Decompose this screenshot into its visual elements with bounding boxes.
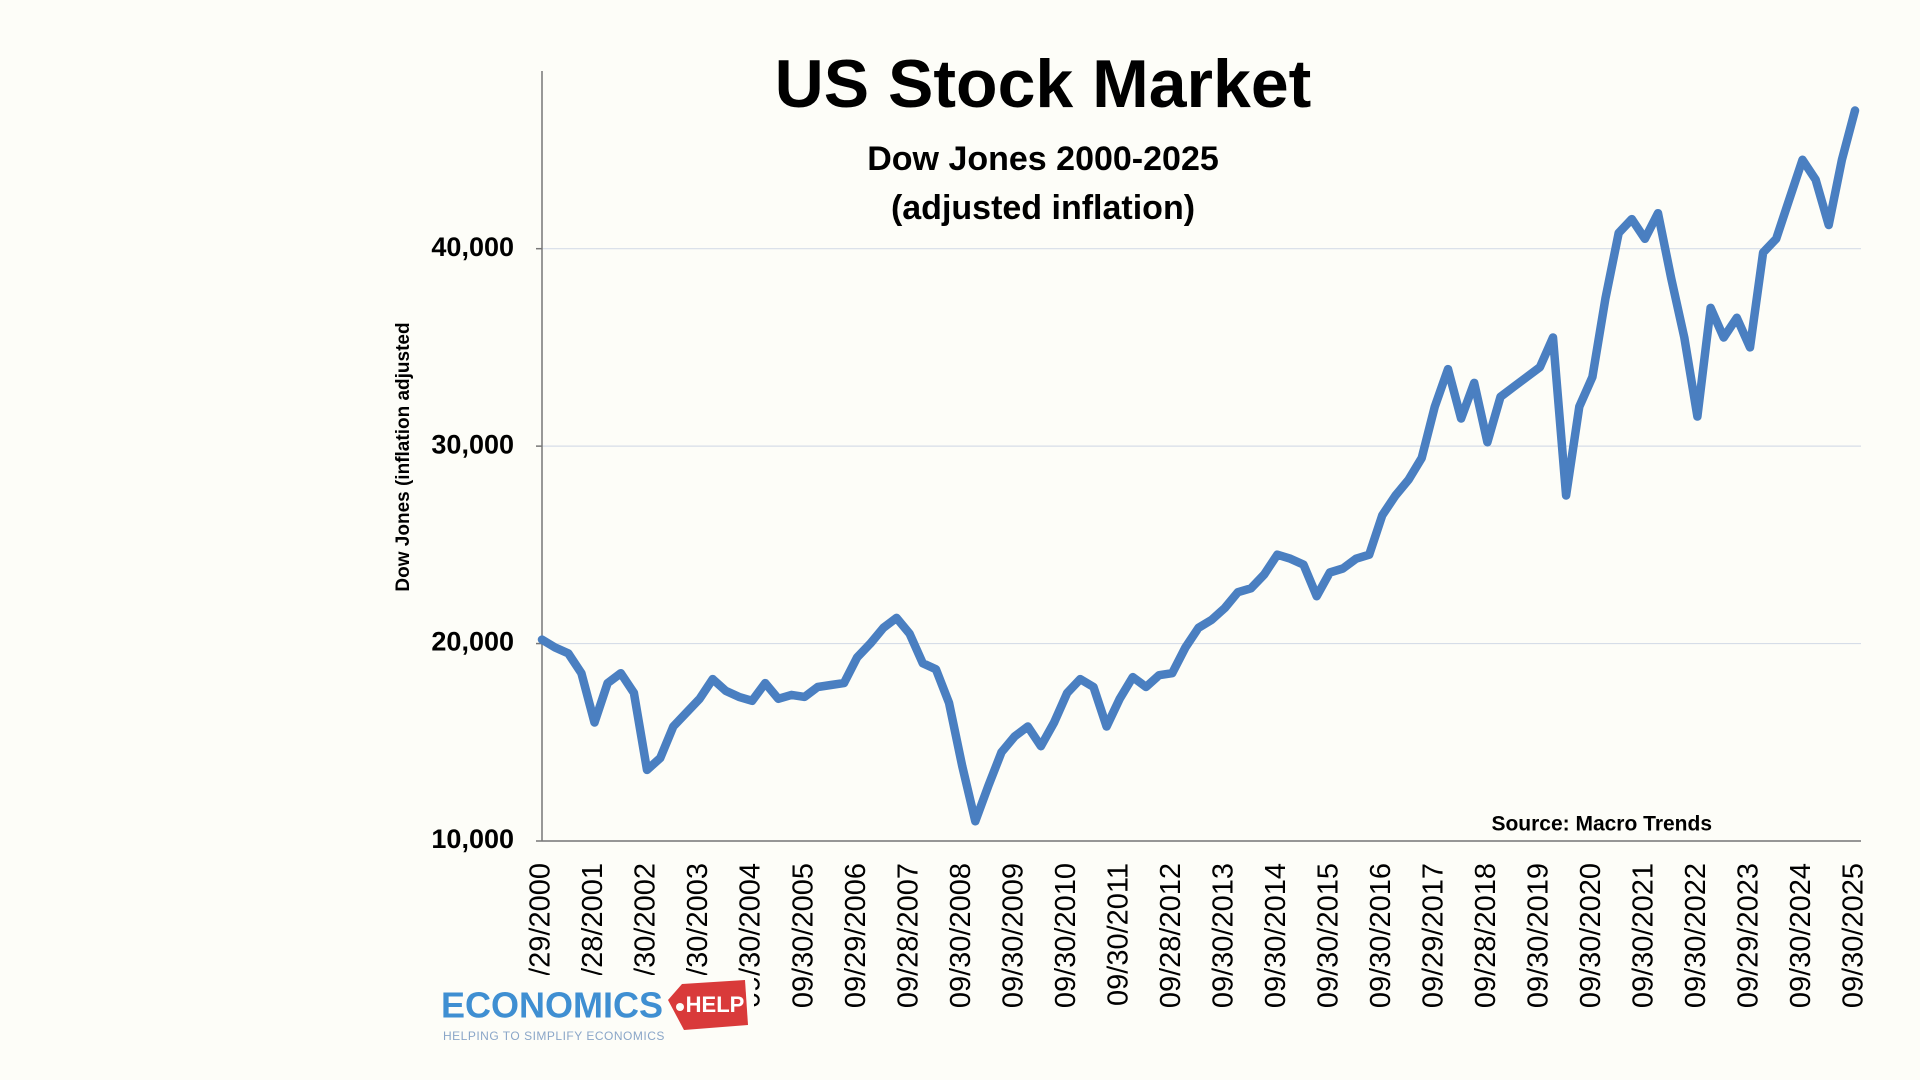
x-tick-label: 09/29/2023 [1733,863,1765,1008]
data-line [537,106,1860,826]
source-annotation: Source: Macro Trends [1491,813,1712,836]
x-tick-label: 09/30/2011 [1102,863,1134,1006]
x-tick-label: 09/29/2006 [840,863,872,1008]
x-tick-label: 09/30/2019 [1523,863,1555,1008]
x-tick-label: 09/30/2022 [1680,863,1712,1008]
x-tick-label: 09/28/2007 [892,863,924,1008]
chart-subtitle: Dow Jones 2000-2025 [867,140,1219,178]
x-tick-label: 09/30/2025 [1838,863,1870,1008]
x-tick-label: 09/28/2018 [1470,863,1502,1008]
logo-badge [668,980,748,1030]
chart-subtitle: (adjusted inflation) [891,189,1195,227]
x-tick-label: 09/30/2005 [787,863,819,1008]
x-tick-label: 09/30/2020 [1575,863,1607,1008]
logo-text: ECONOMICS [441,985,663,1026]
y-tick-label: 20,000 [431,627,514,657]
logo-tagline: HELPING TO SIMPLIFY ECONOMICS [443,1029,665,1043]
x-tick-label: 09/30/2010 [1050,863,1082,1008]
x-tick-label: 09/30/2014 [1260,863,1292,1008]
x-tick-label: 09/28/2012 [1155,863,1187,1008]
logo-badge-text: HELP [686,992,745,1017]
y-tick-label: 10,000 [431,824,514,854]
x-tick-label: 09/29/2017 [1417,863,1449,1008]
x-tick-label: 09/30/2008 [945,863,977,1008]
x-tick-label: 09/30/2009 [997,863,1029,1008]
logo-badge-hole [676,1003,684,1011]
y-tick-label: 30,000 [431,429,514,459]
x-tick-label: 09/30/2015 [1312,863,1344,1008]
x-tick-label: 09/30/2013 [1207,863,1239,1008]
logo: ECONOMICS HELP HELPING TO SIMPLIFY ECONOMI… [436,975,754,1043]
x-tick-label: 09/30/2024 [1785,863,1817,1008]
y-tick-label: 40,000 [431,232,514,262]
y-axis-label: Dow Jones (inflation adjusted [393,322,414,591]
x-tick-label: 09/30/2016 [1365,863,1397,1008]
x-tick-label: 09/30/2021 [1628,863,1660,1008]
chart-title: US Stock Market [775,46,1312,122]
